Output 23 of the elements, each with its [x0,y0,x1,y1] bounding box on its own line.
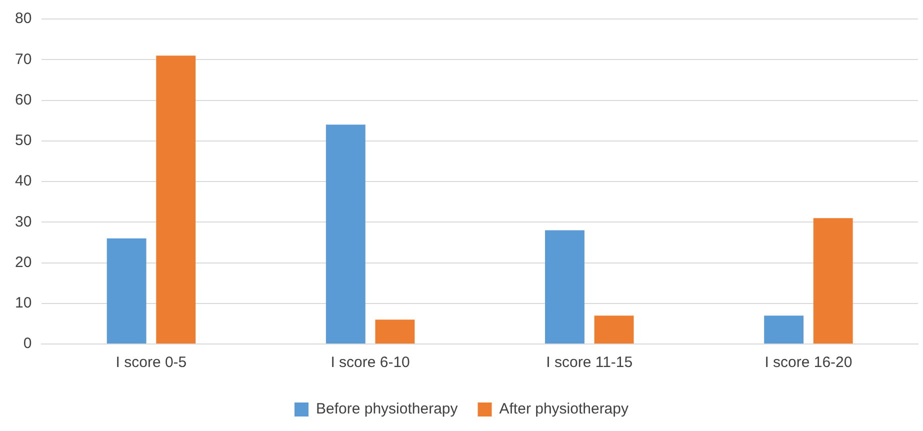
bar [545,230,584,344]
bar [156,56,196,344]
bar [594,316,634,344]
y-tick-label: 30 [14,213,32,230]
y-tick-label: 0 [23,335,32,352]
x-tick-label: I score 16-20 [764,354,852,372]
x-tick-label: I score 0-5 [116,354,187,372]
bar [326,124,366,344]
y-tick-label: 60 [14,91,32,108]
legend-label: Before physiotherapy [316,400,458,418]
y-tick-label: 40 [14,172,32,190]
y-tick-label: 80 [14,10,32,28]
bar [813,218,853,344]
bar [375,320,415,344]
bar [764,316,804,344]
y-tick-label: 20 [14,254,32,271]
x-tick-label: I score 6-10 [330,354,410,372]
y-tick-label: 10 [14,294,32,312]
bar [106,238,146,344]
y-tick-label: 70 [14,50,32,68]
legend-label: After physiotherapy [499,400,629,418]
x-tick-label: I score 11-15 [546,354,633,372]
y-tick-label: 50 [14,132,32,150]
